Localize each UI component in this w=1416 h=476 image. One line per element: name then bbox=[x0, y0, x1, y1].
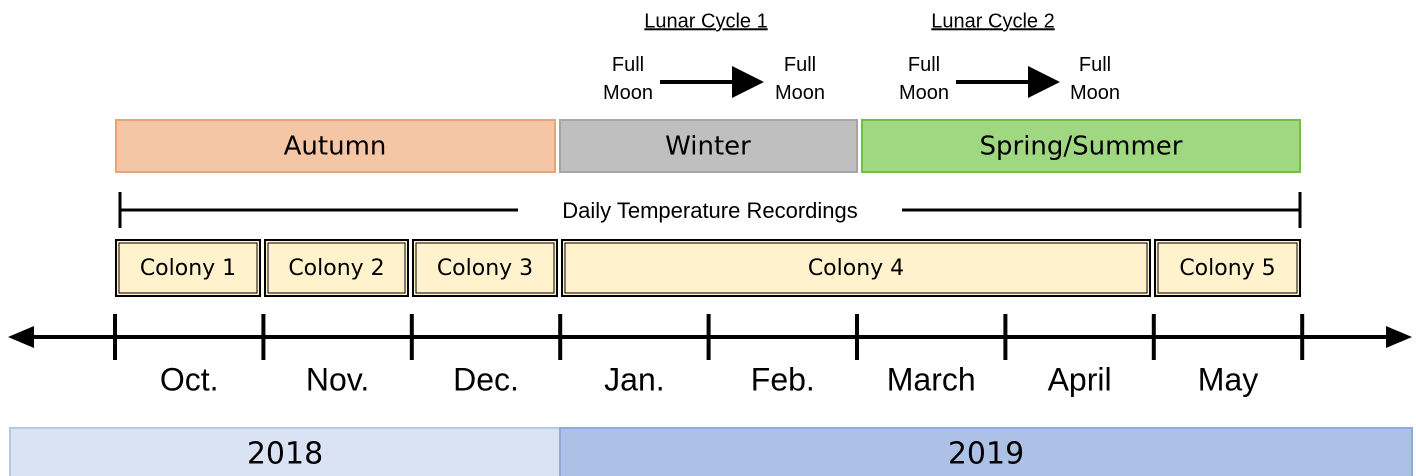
colony-box bbox=[412, 239, 558, 297]
lunar-start: Full Moon bbox=[603, 54, 653, 104]
months: Oct. Nov. Dec. Jan. Feb. March April May bbox=[160, 361, 1258, 397]
month-label: April bbox=[1048, 361, 1112, 397]
ticks bbox=[113, 314, 1305, 360]
season-box bbox=[115, 119, 556, 173]
lunar-start: Full Moon bbox=[899, 54, 949, 104]
month-label: March bbox=[887, 361, 976, 397]
season-label: Spring/Summer bbox=[980, 132, 1183, 162]
lunar-word: Full bbox=[612, 54, 644, 76]
axis-arrow bbox=[8, 326, 34, 348]
month-label: Feb. bbox=[751, 361, 815, 397]
colonies: Colony 1 Colony 2 Colony 3 Colony 4 Colony 5 bbox=[115, 239, 1301, 297]
lunar-cycle: Lunar Cycle 2 Full Moon Full Moon bbox=[899, 10, 1120, 104]
lunar-word: Moon bbox=[603, 82, 653, 104]
colony-label: Colony 5 bbox=[1179, 256, 1275, 281]
season-label: Autumn bbox=[284, 132, 387, 162]
year-label: 2018 bbox=[247, 437, 323, 472]
season-label: Winter bbox=[665, 132, 751, 162]
lunar-word: Moon bbox=[899, 82, 949, 104]
lunar-word: Full bbox=[1079, 54, 1111, 76]
colony-inner bbox=[1157, 242, 1298, 294]
colony-label: Colony 4 bbox=[808, 256, 904, 281]
colony-inner bbox=[564, 242, 1148, 294]
colony-label: Colony 3 bbox=[437, 256, 533, 281]
lunar-word: Moon bbox=[1070, 82, 1120, 104]
colony-box bbox=[561, 239, 1151, 297]
lunar-end: Full Moon bbox=[1070, 54, 1120, 104]
month-label: Dec. bbox=[453, 361, 519, 397]
colony-box bbox=[1154, 239, 1301, 297]
axis-arrow bbox=[1386, 326, 1412, 348]
month-label: Nov. bbox=[306, 361, 369, 397]
colony-inner bbox=[267, 242, 406, 294]
lunar-word: Full bbox=[784, 54, 816, 76]
month-label: Oct. bbox=[160, 361, 219, 397]
year-box bbox=[9, 427, 561, 476]
lunar-word: Full bbox=[908, 54, 940, 76]
colony-box bbox=[264, 239, 409, 297]
season-box bbox=[559, 119, 858, 173]
year-box bbox=[559, 427, 1413, 476]
season-box bbox=[861, 119, 1301, 173]
month-label: Jan. bbox=[604, 361, 664, 397]
colony-label: Colony 2 bbox=[288, 256, 384, 281]
month-label: May bbox=[1198, 361, 1258, 397]
year-label: 2019 bbox=[948, 437, 1024, 472]
lunar-cycle: Lunar Cycle 1 Full Moon Full Moon bbox=[603, 10, 825, 104]
label-bg bbox=[518, 200, 902, 222]
lunar-end: Full Moon bbox=[775, 54, 825, 104]
recording-label: Daily Temperature Recordings bbox=[562, 198, 858, 223]
lunar-word: Moon bbox=[775, 82, 825, 104]
colony-inner bbox=[415, 242, 555, 294]
colony-label: Colony 1 bbox=[140, 256, 236, 281]
colony-box bbox=[115, 239, 261, 297]
colony-inner bbox=[118, 242, 258, 294]
lunar-title: Lunar Cycle 2 bbox=[931, 10, 1054, 32]
lunar-title: Lunar Cycle 1 bbox=[644, 10, 767, 32]
